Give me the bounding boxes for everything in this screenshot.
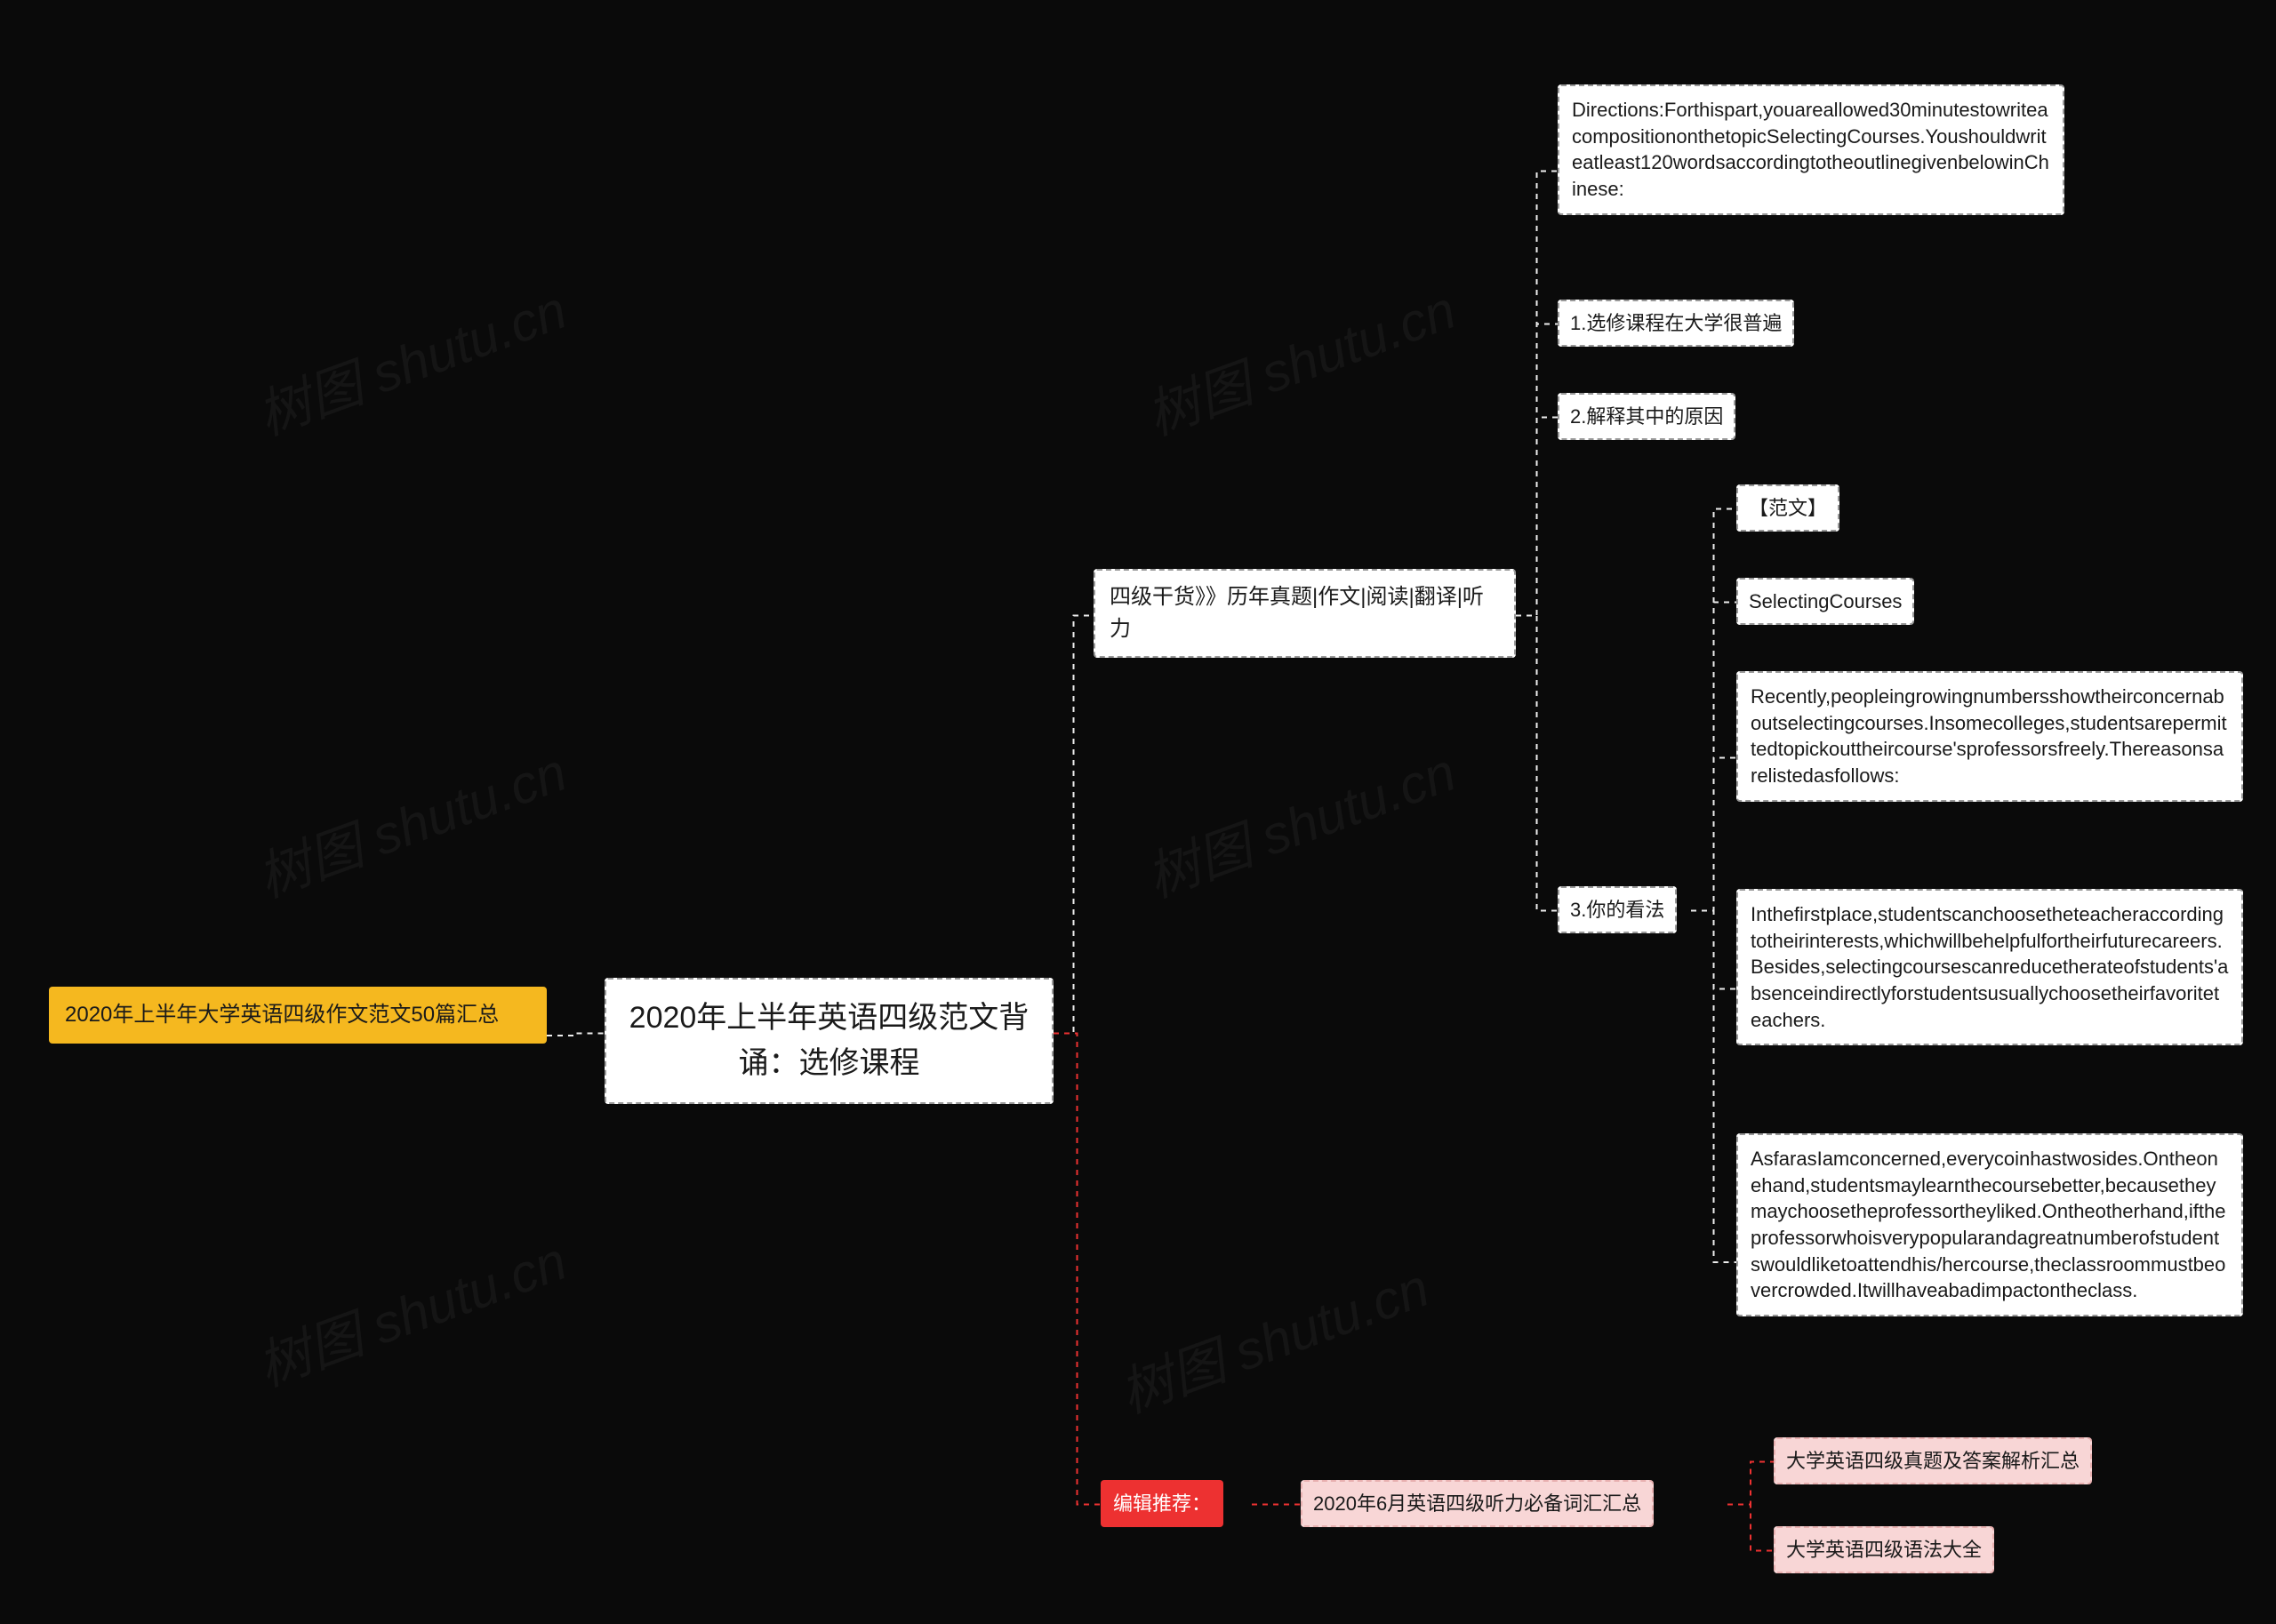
node-root: 2020年上半年英语四级范文背诵：选修课程 [605,978,1054,1104]
node-essay-title: SelectingCourses [1736,578,1914,625]
node-point2-text: 2.解释其中的原因 [1570,405,1723,428]
node-rec1: 2020年6月英语四级听力必备词汇汇总 [1301,1480,1654,1527]
node-rec1a-text: 大学英语四级真题及答案解析汇总 [1786,1450,2080,1472]
node-essay-para2: Inthefirstplace,studentscanchoosetheteac… [1736,889,2243,1045]
node-rec1b-text: 大学英语四级语法大全 [1786,1539,1982,1561]
watermark: 树图 shutu.cn [1108,1244,1438,1428]
node-essay-para3-text: AsfarasIamconcerned,everycoinhastwosides… [1751,1148,2225,1301]
node-branch1-text: 四级干货》》历年真题|作文|阅读|翻译|听力 [1110,585,1484,641]
node-rec1-text: 2020年6月英语四级听力必备词汇汇总 [1313,1492,1641,1515]
node-left-summary-text: 2020年上半年大学英语四级作文范文50篇汇总 [65,1003,499,1027]
node-fanwen-label-text: 【范文】 [1749,497,1827,519]
node-directions: Directions:Forthispart,youareallowed30mi… [1558,84,2064,215]
node-root-text: 2020年上半年英语四级范文背诵：选修课程 [629,1001,1030,1080]
node-point2: 2.解释其中的原因 [1558,393,1735,440]
watermark: 树图 shutu.cn [245,1218,575,1401]
node-rec1b: 大学英语四级语法大全 [1774,1526,1994,1573]
node-point1: 1.选修课程在大学很普遍 [1558,300,1794,347]
node-branch1: 四级干货》》历年真题|作文|阅读|翻译|听力 [1094,569,1516,658]
node-essay-para3: AsfarasIamconcerned,everycoinhastwosides… [1736,1133,2243,1316]
node-left-summary: 2020年上半年大学英语四级作文范文50篇汇总 [49,987,547,1044]
node-editor-rec: 编辑推荐： [1101,1480,1223,1527]
node-directions-text: Directions:Forthispart,youareallowed30mi… [1572,99,2049,200]
node-fanwen-label: 【范文】 [1736,484,1839,532]
watermark: 树图 shutu.cn [245,729,575,912]
watermark: 树图 shutu.cn [1134,729,1464,912]
watermark: 树图 shutu.cn [245,267,575,450]
node-essay-para2-text: Inthefirstplace,studentscanchoosetheteac… [1751,903,2228,1031]
node-essay-title-text: SelectingCourses [1749,590,1902,612]
node-essay-para1: Recently,peopleingrowingnumbersshowtheir… [1736,671,2243,802]
node-editor-rec-text: 编辑推荐： [1113,1492,1211,1515]
node-point3-text: 3.你的看法 [1570,899,1664,921]
node-point1-text: 1.选修课程在大学很普遍 [1570,312,1782,334]
node-essay-para1-text: Recently,peopleingrowingnumbersshowtheir… [1751,685,2227,787]
connector-layer [0,0,2276,1624]
node-point3: 3.你的看法 [1558,886,1677,933]
node-rec1a: 大学英语四级真题及答案解析汇总 [1774,1437,2092,1484]
watermark: 树图 shutu.cn [1134,267,1464,450]
